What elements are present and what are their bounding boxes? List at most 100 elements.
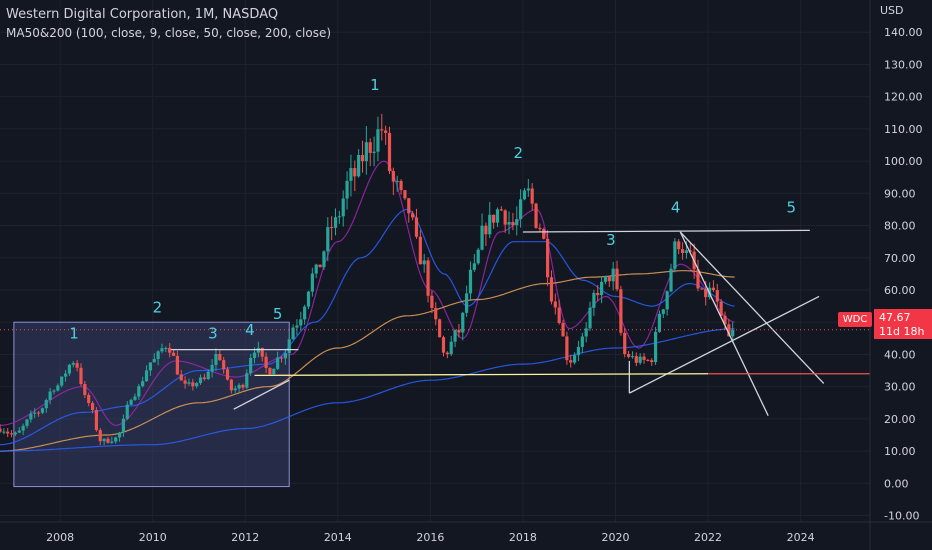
candle-body [573, 355, 577, 363]
time-axis: 2008 2010 2012 2014 2016 2018 2020 2022 2024 [0, 521, 932, 544]
trendline [679, 231, 769, 416]
candle-body [360, 155, 365, 162]
candle-body [650, 360, 654, 363]
candle-body [465, 293, 469, 313]
candle-body [711, 287, 716, 291]
candle-body [295, 325, 299, 328]
candle-body [94, 409, 99, 431]
candle-body [642, 356, 646, 360]
x-tick-label: 2008 [46, 531, 74, 544]
candle-body [391, 171, 395, 182]
candle-body [90, 403, 95, 410]
candle-body [684, 250, 689, 254]
candle-body [187, 382, 191, 384]
candle-body [426, 260, 430, 296]
candle-body [40, 408, 45, 413]
x-tick-label: 2016 [416, 531, 444, 544]
candle-body [210, 364, 214, 372]
candle-body [129, 399, 133, 405]
moving-average-line [0, 208, 735, 446]
candle-body [372, 151, 376, 153]
price-axis: -10.000.0010.0020.0030.0040.0050.0060.00… [869, 0, 923, 550]
candle-body [700, 288, 704, 290]
candle-body [252, 352, 257, 359]
trendline [629, 295, 820, 394]
candle-body [264, 356, 268, 368]
candle-body [468, 269, 473, 294]
candle-body [268, 367, 272, 375]
chart-header: Western Digital Corporation, 1M, NASDAQ … [6, 6, 331, 42]
candle-body [596, 292, 600, 296]
candle-body [29, 413, 33, 420]
candle-body [499, 209, 503, 211]
candle-body [522, 190, 527, 200]
candle-body [36, 412, 41, 414]
candle-body [6, 431, 10, 434]
candle-body [137, 386, 141, 397]
candle-body [2, 431, 6, 433]
candle-body [98, 430, 102, 442]
candle-body [653, 331, 658, 363]
candle-body [52, 390, 56, 392]
y-tick-label: 130.00 [884, 58, 923, 71]
candle-body [511, 222, 515, 226]
candle-body [364, 142, 368, 162]
candle-body [179, 374, 183, 381]
candle-body [434, 307, 438, 320]
candle-body [260, 347, 264, 357]
y-tick-label: 90.00 [884, 187, 916, 200]
candle-body [272, 368, 276, 375]
candle-body [399, 180, 403, 191]
candle-body [152, 358, 156, 363]
indicator-legend[interactable]: MA50&200 (100, close, 9, close, 50, clos… [6, 26, 332, 40]
y-tick-label: 40.00 [884, 348, 916, 361]
candle-body [13, 432, 18, 435]
candle-body [229, 379, 233, 391]
candle-body [171, 352, 176, 356]
candle-body [603, 276, 608, 282]
candle-body [0, 428, 2, 432]
candle-body [657, 313, 662, 332]
last-price: 47.67 [879, 311, 911, 324]
candle-body [25, 419, 29, 426]
candle-body [17, 430, 21, 433]
candle-body [333, 217, 338, 228]
candle-body [669, 268, 673, 292]
candle-body [449, 341, 453, 355]
wave-label: 5 [787, 199, 797, 217]
y-tick-label: 20.00 [884, 413, 916, 426]
candle-body [576, 346, 581, 356]
candle-body [156, 351, 160, 359]
candle-body [457, 329, 461, 333]
candle-body [731, 329, 735, 337]
candle-body [326, 227, 330, 252]
candle-body [71, 363, 75, 365]
candle-body [441, 337, 446, 353]
candle-body [357, 155, 361, 177]
candle-body [646, 359, 650, 361]
candle-body [175, 355, 179, 375]
candle-body [484, 225, 488, 235]
candle-body [168, 347, 172, 353]
candle-body [225, 369, 230, 380]
candle-body [21, 425, 25, 431]
candles-layer [0, 113, 735, 446]
bar-countdown: 11d 18h [879, 325, 925, 338]
candle-body [318, 264, 322, 268]
candle-body [9, 433, 14, 435]
candle-body [287, 339, 291, 354]
wave-label: 2 [514, 144, 524, 162]
candle-body [79, 367, 83, 384]
candle-body [569, 360, 573, 363]
candle-body [492, 214, 496, 223]
candle-body [349, 168, 353, 181]
candle-body [191, 382, 195, 387]
candle-body [222, 360, 226, 370]
candle-body [561, 322, 565, 337]
candle-body [515, 219, 519, 226]
candle-body [680, 249, 685, 254]
